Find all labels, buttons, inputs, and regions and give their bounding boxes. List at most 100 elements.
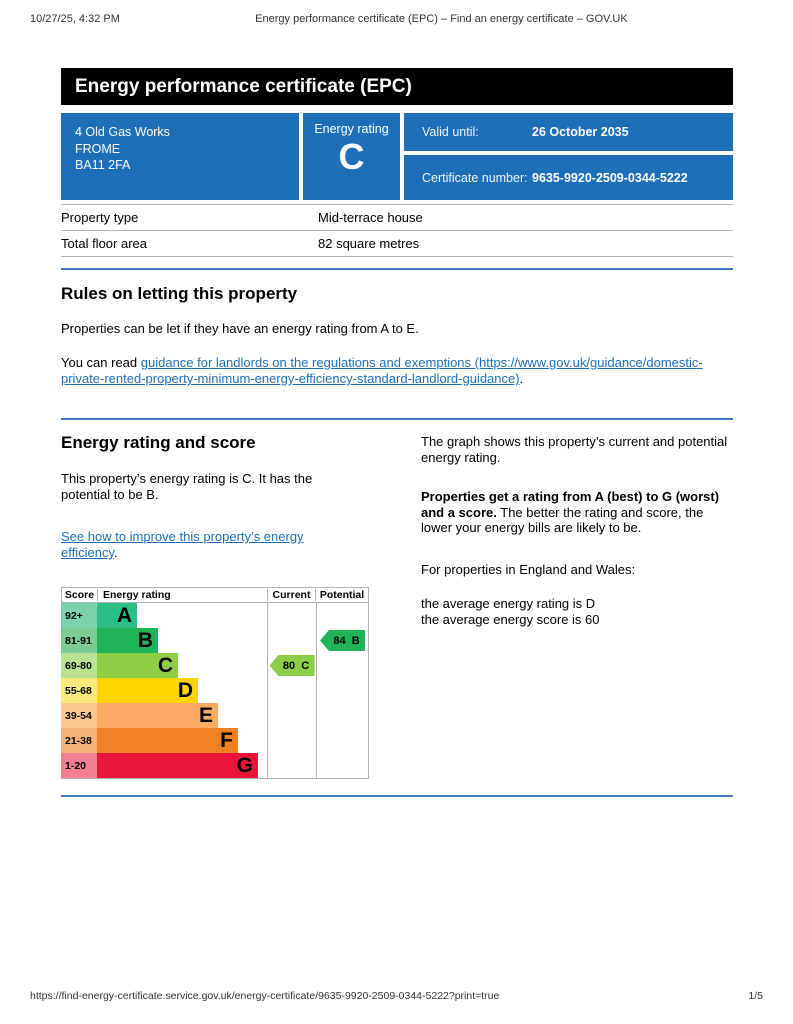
energy-rating-box: Energy rating C bbox=[303, 113, 400, 200]
improve-paragraph: See how to improve this property’s energ… bbox=[61, 529, 351, 561]
page-number: 1/5 bbox=[748, 990, 763, 1002]
valid-until-value: 26 October 2035 bbox=[532, 125, 629, 139]
epc-current-cell bbox=[267, 703, 316, 728]
epc-band-row-d: 55-68 D bbox=[61, 678, 369, 703]
epc-potential-cell bbox=[316, 753, 369, 778]
epc-current-cell bbox=[267, 728, 316, 753]
epc-current-cell: 80 C bbox=[267, 653, 316, 678]
epc-band-bar: G bbox=[97, 753, 258, 778]
property-address: 4 Old Gas Works FROME BA11 2FA bbox=[61, 113, 299, 200]
graph-explainer: The graph shows this property’s current … bbox=[421, 434, 728, 465]
score-column-header: Score bbox=[64, 589, 95, 601]
epc-band-bar: A bbox=[97, 603, 137, 628]
section-divider bbox=[61, 268, 733, 270]
section-divider bbox=[61, 418, 733, 420]
certificate-page: Energy performance certificate (EPC) 4 O… bbox=[61, 68, 733, 797]
rating-explainer-bold: Properties get a rating from A (best) to… bbox=[421, 489, 720, 520]
rating-right-column: The graph shows this property’s current … bbox=[421, 420, 733, 779]
guidance-text-suffix: . bbox=[519, 371, 524, 386]
epc-rating-chart: Score Energy rating Current Potential 92… bbox=[61, 587, 369, 779]
epc-potential-cell bbox=[316, 603, 369, 628]
rating-heading: Energy rating and score bbox=[61, 433, 256, 452]
print-header: 10/27/25, 4:32 PM Energy performance cer… bbox=[30, 13, 763, 25]
epc-band-row-c: 69-80 C 80 C bbox=[61, 653, 369, 678]
property-details-table: Property type Mid-terrace house Total fl… bbox=[61, 204, 733, 257]
epc-score-range: 92+ bbox=[61, 603, 97, 628]
epc-score-range: 81-91 bbox=[61, 628, 97, 653]
current-rating-marker: 80 C bbox=[269, 655, 315, 676]
address-line: 4 Old Gas Works bbox=[75, 125, 170, 139]
epc-bar-cell: C bbox=[97, 653, 267, 678]
epc-band-bar: F bbox=[97, 728, 238, 753]
epc-score-range: 21-38 bbox=[61, 728, 97, 753]
property-type-label: Property type bbox=[61, 210, 139, 225]
epc-chart-body: 92+ A 81-91 B 84 B 69-80 C 80 C 55-68 D 39-54 E 21-3… bbox=[61, 603, 369, 778]
epc-current-cell bbox=[267, 678, 316, 703]
england-wales-label: For properties in England and Wales: bbox=[421, 561, 636, 577]
rating-left-column: Energy rating and score This property’s … bbox=[61, 420, 399, 779]
address-line: FROME bbox=[75, 141, 121, 156]
potential-rating-marker: 84 B bbox=[320, 630, 365, 651]
epc-current-cell bbox=[267, 603, 316, 628]
epc-current-cell bbox=[267, 753, 316, 778]
current-column-header: Current bbox=[267, 589, 315, 601]
energy-rating-section: Energy rating and score This property’s … bbox=[61, 420, 733, 779]
epc-bar-cell: A bbox=[97, 603, 267, 628]
rules-section: Rules on letting this property Propertie… bbox=[61, 284, 733, 387]
table-row: Total floor area 82 square metres bbox=[61, 230, 733, 256]
epc-band-bar: B bbox=[97, 628, 158, 653]
epc-band-bar: E bbox=[97, 703, 218, 728]
epc-band-row-f: 21-38 F bbox=[61, 728, 369, 753]
averages-text: the average energy rating is D the avera… bbox=[421, 596, 733, 627]
epc-bar-cell: D bbox=[97, 678, 267, 703]
epc-band-bar: C bbox=[97, 653, 178, 678]
epc-potential-cell: 84 B bbox=[316, 628, 369, 653]
epc-score-range: 39-54 bbox=[61, 703, 97, 728]
epc-score-range: 1-20 bbox=[61, 753, 97, 778]
epc-potential-cell bbox=[316, 678, 369, 703]
page-title: Energy performance certificate (EPC) bbox=[61, 68, 733, 105]
potential-column-header: Potential bbox=[315, 589, 368, 601]
average-score-line: the average energy score is 60 bbox=[421, 611, 600, 627]
print-footer: https://find-energy-certificate.service.… bbox=[30, 990, 763, 1002]
certificate-number-value: 9635-9920-2509-0344-5222 bbox=[532, 170, 688, 185]
valid-until-label: Valid until: bbox=[422, 125, 479, 139]
energy-rating-value: C bbox=[338, 136, 365, 177]
certificate-meta: Valid until: 26 October 2035 Certificate… bbox=[404, 113, 733, 200]
energy-rating-column-header: Energy rating bbox=[97, 589, 267, 601]
rules-guidance-paragraph: You can read guidance for landlords on t… bbox=[61, 355, 733, 387]
improve-link-suffix: . bbox=[114, 545, 118, 560]
epc-band-row-b: 81-91 B 84 B bbox=[61, 628, 369, 653]
epc-score-range: 55-68 bbox=[61, 678, 97, 703]
epc-band-row-e: 39-54 E bbox=[61, 703, 369, 728]
landlord-guidance-link[interactable]: guidance for landlords on the regulation… bbox=[61, 355, 703, 386]
epc-bar-cell: B bbox=[97, 628, 267, 653]
epc-current-cell bbox=[267, 628, 316, 653]
section-divider bbox=[61, 795, 733, 797]
table-row: Property type Mid-terrace house bbox=[61, 204, 733, 230]
property-type-value: Mid-terrace house bbox=[318, 210, 423, 225]
epc-potential-cell bbox=[316, 653, 369, 678]
print-datetime: 10/27/25, 4:32 PM bbox=[30, 13, 120, 25]
certificate-number-box: Certificate number: 9635-9920-2509-0344-… bbox=[404, 155, 733, 200]
improve-efficiency-link[interactable]: See how to improve this property’s energ… bbox=[61, 529, 304, 560]
rules-paragraph: Properties can be let if they have an en… bbox=[61, 321, 419, 336]
epc-score-range: 69-80 bbox=[61, 653, 97, 678]
epc-bar-cell: F bbox=[97, 728, 267, 753]
source-url: https://find-energy-certificate.service.… bbox=[30, 990, 500, 1002]
epc-bar-cell: G bbox=[97, 753, 267, 778]
rating-explainer: Properties get a rating from A (best) to… bbox=[421, 489, 733, 536]
certificate-summary: 4 Old Gas Works FROME BA11 2FA Energy ra… bbox=[61, 113, 733, 200]
valid-until-box: Valid until: 26 October 2035 bbox=[404, 113, 733, 151]
epc-band-bar: D bbox=[97, 678, 198, 703]
average-rating-line: the average energy rating is D bbox=[421, 596, 596, 611]
energy-rating-label: Energy rating bbox=[314, 122, 389, 136]
rules-heading: Rules on letting this property bbox=[61, 284, 298, 303]
epc-band-row-a: 92+ A bbox=[61, 603, 369, 628]
certificate-number-label: Certificate number: bbox=[422, 170, 528, 185]
epc-band-row-g: 1-20 G bbox=[61, 753, 369, 778]
rating-explainer-rest: The better the rating and score, the low… bbox=[421, 504, 704, 536]
guidance-text-prefix: You can read bbox=[61, 355, 141, 370]
epc-potential-cell bbox=[316, 703, 369, 728]
epc-potential-cell bbox=[316, 728, 369, 753]
